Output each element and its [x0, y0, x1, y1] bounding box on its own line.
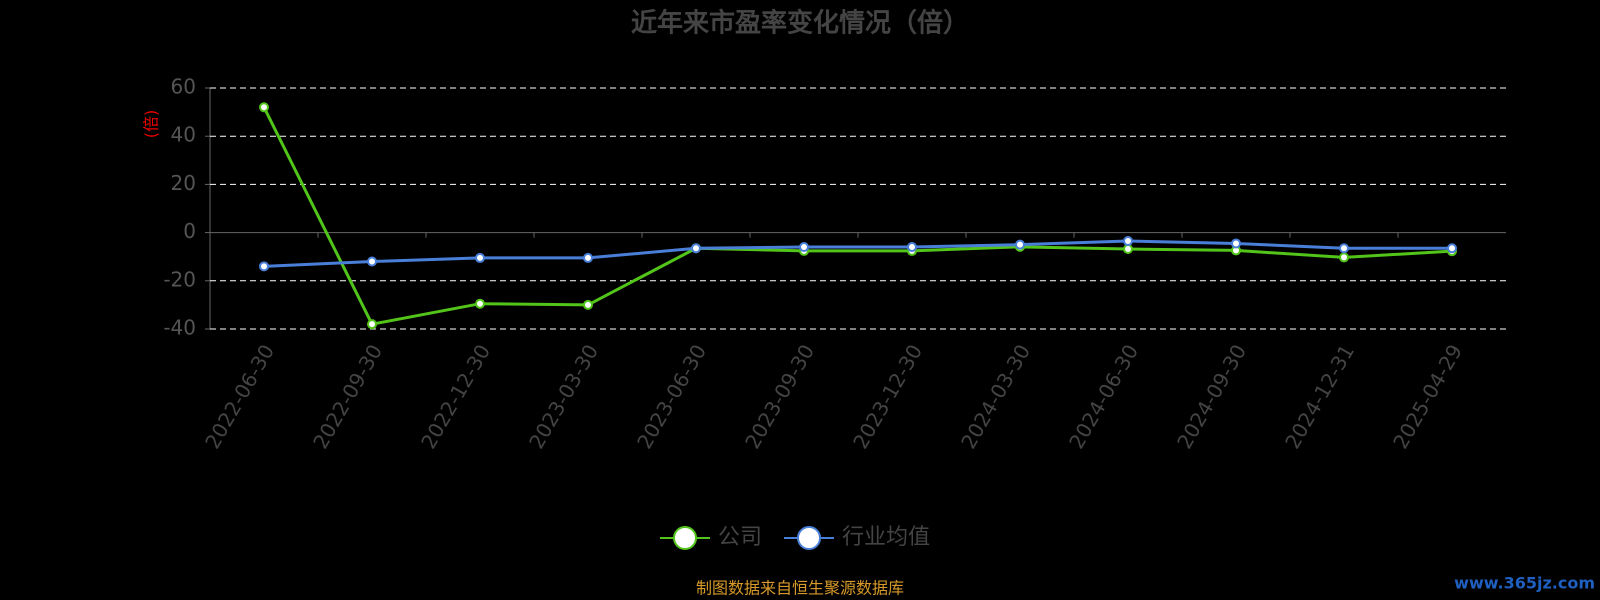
- data-point: [1339, 252, 1349, 263]
- data-point: [1123, 236, 1133, 247]
- data-point: [907, 242, 917, 253]
- data-point: [1231, 238, 1241, 249]
- watermark: www.365jz.com: [1454, 574, 1595, 593]
- data-point: [691, 243, 701, 254]
- data-point: [799, 242, 809, 253]
- data-point: [475, 298, 485, 309]
- y-tick-label: 20: [171, 171, 196, 195]
- data-point: [583, 299, 593, 310]
- data-point: [1015, 239, 1025, 250]
- series-line: [262, 106, 1453, 326]
- data-point: [1447, 243, 1457, 254]
- legend-label: 公司: [718, 525, 762, 550]
- y-tick-label: -40: [163, 316, 196, 340]
- data-point: [367, 319, 377, 330]
- y-tick-label: 0: [183, 219, 196, 243]
- data-point: [583, 252, 593, 263]
- y-tick-label: -20: [163, 267, 196, 291]
- data-point: [259, 102, 269, 113]
- y-tick-label: 60: [171, 75, 196, 99]
- legend-marker: [673, 526, 697, 550]
- data-point: [1123, 243, 1133, 254]
- series-line: [263, 239, 1452, 268]
- data-point: [367, 256, 377, 267]
- data-point: [475, 252, 485, 263]
- y-axis-label: (倍): [142, 110, 161, 139]
- legend-marker: [797, 526, 822, 550]
- data-point: [259, 261, 269, 272]
- data-point: [1339, 243, 1349, 254]
- legend-label: 行业均值: [842, 525, 930, 550]
- y-tick-label: 40: [171, 123, 196, 147]
- chart-title: 近年来市盈率变化情况（倍）: [631, 8, 969, 39]
- source-note: 制图数据来自恒生聚源数据库: [696, 579, 904, 598]
